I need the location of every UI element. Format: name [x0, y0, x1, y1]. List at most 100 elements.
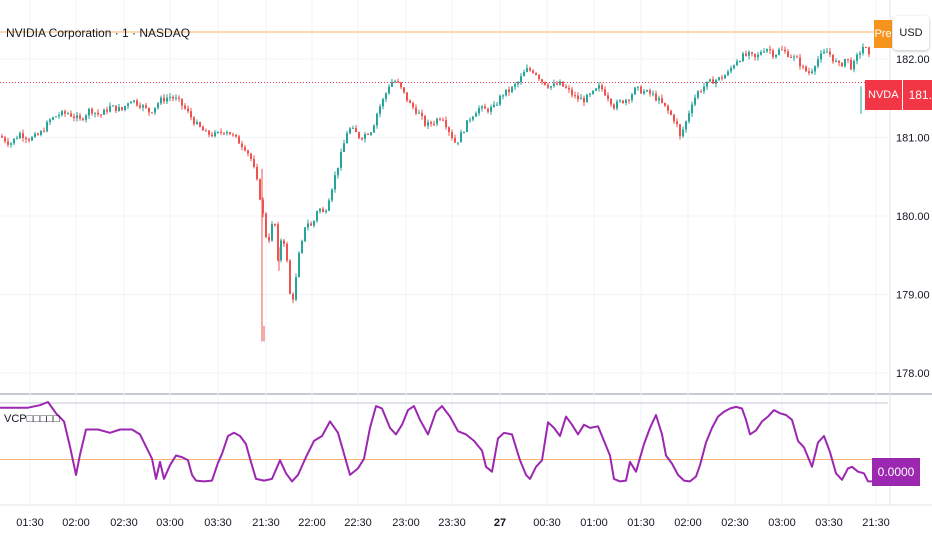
candle-body [610, 98, 612, 105]
candle-body [580, 97, 582, 100]
candle-body [178, 97, 180, 99]
candle-body [682, 129, 684, 137]
symbol-title[interactable]: NVIDIA Corporation · 1 · NASDAQ [6, 26, 191, 40]
candle-body [67, 113, 69, 115]
candle-body [556, 83, 558, 85]
candle-body [517, 82, 519, 85]
candle-body [631, 94, 633, 101]
candle-body [565, 86, 567, 88]
candle-body [865, 46, 867, 48]
last-price-value: 181.70 [902, 80, 932, 110]
chart-grid [0, 0, 932, 506]
candle-body [13, 138, 15, 144]
candle-body [382, 99, 384, 107]
candle-body [250, 153, 252, 159]
candle-body [220, 131, 222, 133]
candle-body [505, 89, 507, 96]
candle-body [109, 105, 111, 112]
candle-body [862, 46, 864, 54]
candle-body [40, 131, 42, 135]
candle-body [721, 77, 723, 79]
candle-body [301, 240, 303, 253]
time-axis[interactable]: 01:30 02:00 02:30 03:00 03:30 21:30 22:00 22:30… [16, 517, 890, 529]
candle-body [400, 82, 402, 88]
candle-body [229, 132, 231, 135]
candle-body [469, 119, 471, 121]
candle-body [424, 116, 426, 126]
candle-body [484, 106, 486, 109]
candle-body [226, 132, 228, 134]
candle-body [487, 108, 489, 112]
candle-body [547, 85, 549, 88]
candle-body [700, 91, 702, 93]
candle-body [412, 103, 414, 108]
candle-body [208, 130, 210, 135]
candle-body [289, 260, 291, 294]
candle-body [490, 106, 492, 112]
candle-body [793, 56, 795, 58]
candle-body [757, 54, 759, 58]
candle-body [433, 123, 435, 125]
candle-body [340, 152, 342, 168]
candle-body [211, 134, 213, 137]
candle-body [304, 227, 306, 241]
candle-body [334, 175, 336, 190]
candle-body [574, 95, 576, 97]
indicator-line [0, 401, 875, 483]
candle-body [238, 136, 240, 144]
candle-body [544, 81, 546, 86]
candle-body [280, 240, 282, 261]
candle-body [52, 117, 54, 120]
candle-body [367, 133, 369, 135]
candle-body [784, 49, 786, 52]
candle-body [481, 106, 483, 109]
candles [1, 43, 870, 342]
y-tick-label: 180.00 [896, 211, 930, 223]
x-tick-label: 23:30 [438, 517, 466, 529]
indicator-title[interactable]: VCP□□□□□ [4, 413, 60, 425]
candle-body [649, 90, 651, 94]
x-tick-label: 02:00 [674, 517, 702, 529]
candle-body [454, 138, 456, 143]
candle-body [10, 143, 12, 145]
candle-body [145, 105, 147, 108]
candle-body [139, 105, 141, 108]
candle-body [601, 85, 603, 90]
indicator-pane [0, 401, 888, 483]
price-axis[interactable]: 182.00 181.00 180.00 179.00 178.00 [889, 0, 930, 505]
candle-body [262, 199, 264, 214]
candle-body [841, 62, 843, 67]
candle-body [148, 107, 150, 113]
candle-body [520, 76, 522, 83]
x-tick-label: 22:30 [344, 517, 372, 529]
candle-body [814, 66, 816, 72]
candle-body [190, 111, 192, 118]
candle-body [778, 49, 780, 55]
candle-body [664, 102, 666, 106]
candle-body [595, 88, 597, 91]
currency-button[interactable]: USD [893, 16, 929, 50]
candle-body [22, 133, 24, 139]
candle-body [70, 113, 72, 117]
candle-body [313, 220, 315, 226]
candle-body [745, 53, 747, 56]
candle-body [388, 86, 390, 94]
candle-body [385, 93, 387, 100]
candle-body [349, 128, 351, 134]
candle-body [559, 81, 561, 85]
candle-body [331, 189, 333, 201]
candle-body [655, 93, 657, 101]
candle-body [496, 104, 498, 106]
candle-body [130, 101, 132, 104]
last-price-symbol: NVDA [865, 80, 903, 110]
candle-body [100, 114, 102, 116]
candle-body [622, 100, 624, 104]
candle-body [772, 50, 774, 57]
candle-body [604, 89, 606, 96]
candle-body [166, 97, 168, 102]
candle-body [43, 131, 45, 133]
candle-body [847, 58, 849, 60]
candle-body [508, 89, 510, 93]
candle-body [607, 95, 609, 99]
